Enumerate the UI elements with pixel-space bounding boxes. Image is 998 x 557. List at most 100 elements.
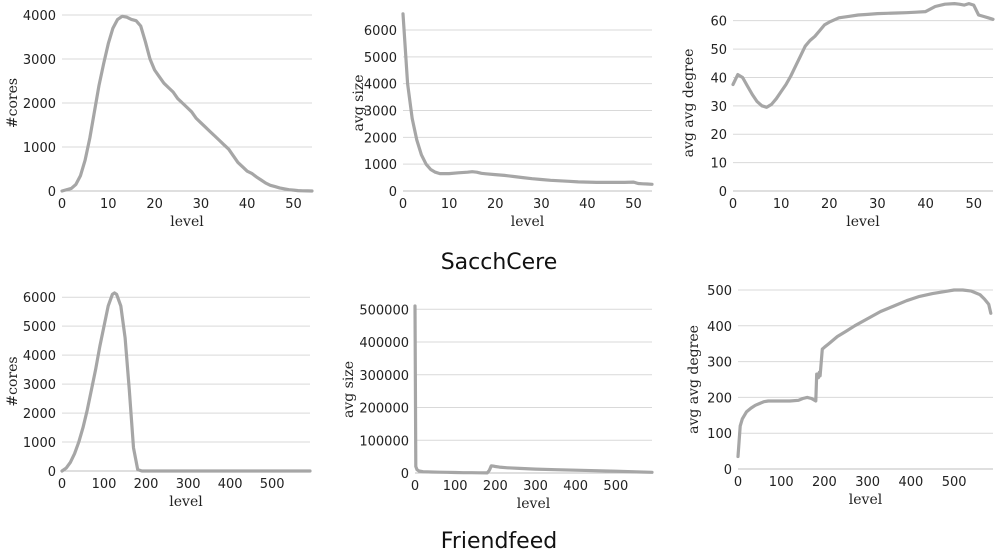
- y-tick-label: 300000: [359, 369, 409, 384]
- y-tick-label: 5000: [364, 51, 397, 66]
- x-tick-label: 50: [965, 197, 982, 212]
- x-tick-label: 300: [855, 475, 880, 490]
- y-axis-title: avg avg degree: [681, 49, 697, 158]
- y-tick-label: 200: [707, 391, 732, 406]
- y-tick-label: 100: [707, 427, 732, 442]
- y-tick-label: 0: [48, 465, 56, 480]
- x-tick-label: 200: [483, 479, 508, 494]
- chart-panel-6: 0 100 200 300 400 500 0 100 200 300 400 500 level avg…: [686, 284, 993, 508]
- y-tick-label: 0: [401, 467, 409, 482]
- y-tick-label: 500000: [359, 303, 409, 318]
- y-tick-label: 400: [707, 320, 732, 335]
- x-tick-label: 100: [92, 477, 117, 492]
- x-axis-title: level: [517, 496, 551, 512]
- y-tick-label: 5000: [23, 320, 56, 335]
- y-tick-label: 500: [707, 284, 732, 299]
- x-tick-label: 500: [942, 475, 967, 490]
- x-axis-title: level: [849, 492, 883, 508]
- chart-panel-1: 0 1000 2000 3000 4000 0 10 20 30 40 50 level #cores: [5, 9, 314, 230]
- y-tick-label: 0: [389, 185, 397, 200]
- y-tick-label: 3000: [364, 105, 397, 120]
- y-tick-label: 300: [707, 356, 732, 371]
- y-tick-label: 1000: [364, 158, 397, 173]
- y-axis-title: #cores: [5, 356, 21, 406]
- x-tick-label: 0: [734, 475, 742, 490]
- x-tick-label: 400: [898, 475, 923, 490]
- y-tick-label: 4000: [364, 78, 397, 93]
- x-tick-label: 30: [193, 197, 210, 212]
- y-tick-label: 4000: [23, 9, 56, 24]
- group-title-sacchcere: SacchCere: [441, 250, 558, 275]
- series-line: [413, 304, 654, 475]
- y-tick-label: 20: [710, 128, 727, 143]
- y-tick-label: 0: [719, 185, 727, 200]
- y-tick-label: 4000: [23, 349, 56, 364]
- y-tick-label: 2000: [23, 97, 56, 112]
- x-tick-label: 0: [729, 197, 737, 212]
- y-tick-label: 2000: [364, 131, 397, 146]
- y-tick-label: 10: [710, 157, 727, 172]
- x-tick-label: 500: [603, 479, 628, 494]
- x-tick-label: 300: [523, 479, 548, 494]
- x-tick-label: 0: [58, 477, 66, 492]
- x-tick-label: 20: [146, 197, 163, 212]
- y-tick-label: 200000: [359, 402, 409, 417]
- y-axis-title: avg size: [351, 75, 367, 132]
- x-tick-label: 40: [239, 197, 256, 212]
- chart-panel-4: 0 1000 2000 3000 4000 5000 6000 0 100 200 300 400 50…: [5, 291, 312, 510]
- x-tick-label: 50: [625, 197, 642, 212]
- y-axis-title: avg avg degree: [686, 325, 702, 434]
- x-tick-label: 10: [100, 197, 117, 212]
- x-tick-label: 10: [773, 197, 790, 212]
- x-tick-label: 200: [812, 475, 837, 490]
- series-line: [736, 288, 993, 459]
- x-tick-label: 30: [869, 197, 886, 212]
- series-line: [60, 291, 312, 473]
- group-title-friendfeed: Friendfeed: [441, 529, 557, 554]
- x-tick-label: 40: [579, 197, 596, 212]
- x-tick-label: 0: [399, 197, 407, 212]
- y-tick-label: 1000: [23, 141, 56, 156]
- x-tick-label: 100: [769, 475, 794, 490]
- chart-panel-5: 0 100000 200000 300000 400000 500000 0 100 200 30…: [341, 303, 654, 512]
- chart-panel-3: 0 10 20 30 40 50 60 0 10 20 30 40 50 level avg avg deg…: [681, 1, 995, 230]
- x-axis-title: level: [511, 214, 545, 230]
- y-tick-label: 60: [710, 15, 727, 30]
- y-tick-label: 40: [710, 71, 727, 86]
- x-tick-label: 50: [285, 197, 302, 212]
- x-tick-label: 20: [487, 197, 504, 212]
- y-tick-label: 0: [724, 463, 732, 478]
- x-tick-label: 0: [411, 479, 419, 494]
- y-tick-label: 1000: [23, 436, 56, 451]
- series-line: [401, 12, 654, 186]
- x-axis-title: level: [846, 214, 880, 230]
- y-tick-label: 3000: [23, 378, 56, 393]
- x-tick-label: 10: [441, 197, 458, 212]
- y-tick-label: 30: [710, 100, 727, 115]
- x-axis-title: level: [170, 214, 204, 230]
- x-tick-label: 200: [134, 477, 159, 492]
- y-axis-title: avg size: [341, 361, 357, 418]
- x-tick-label: 0: [58, 197, 66, 212]
- x-tick-label: 500: [260, 477, 285, 492]
- series-line: [731, 1, 995, 109]
- y-tick-label: 50: [710, 43, 727, 58]
- y-tick-label: 400000: [359, 336, 409, 351]
- chart-panel-2: 0 1000 2000 3000 4000 5000 6000 0 10 20 30 40 50 leve…: [351, 12, 654, 230]
- y-tick-label: 3000: [23, 53, 56, 68]
- x-tick-label: 300: [176, 477, 201, 492]
- x-tick-label: 100: [443, 479, 468, 494]
- x-tick-label: 400: [218, 477, 243, 492]
- x-tick-label: 40: [917, 197, 934, 212]
- y-axis-title: #cores: [5, 78, 21, 128]
- y-tick-label: 6000: [364, 24, 397, 39]
- y-tick-label: 100000: [359, 434, 409, 449]
- y-tick-label: 2000: [23, 407, 56, 422]
- x-tick-label: 30: [533, 197, 550, 212]
- series-line: [60, 14, 314, 193]
- y-tick-label: 6000: [23, 291, 56, 306]
- x-tick-label: 400: [563, 479, 588, 494]
- y-tick-label: 0: [48, 185, 56, 200]
- x-axis-title: level: [169, 494, 203, 510]
